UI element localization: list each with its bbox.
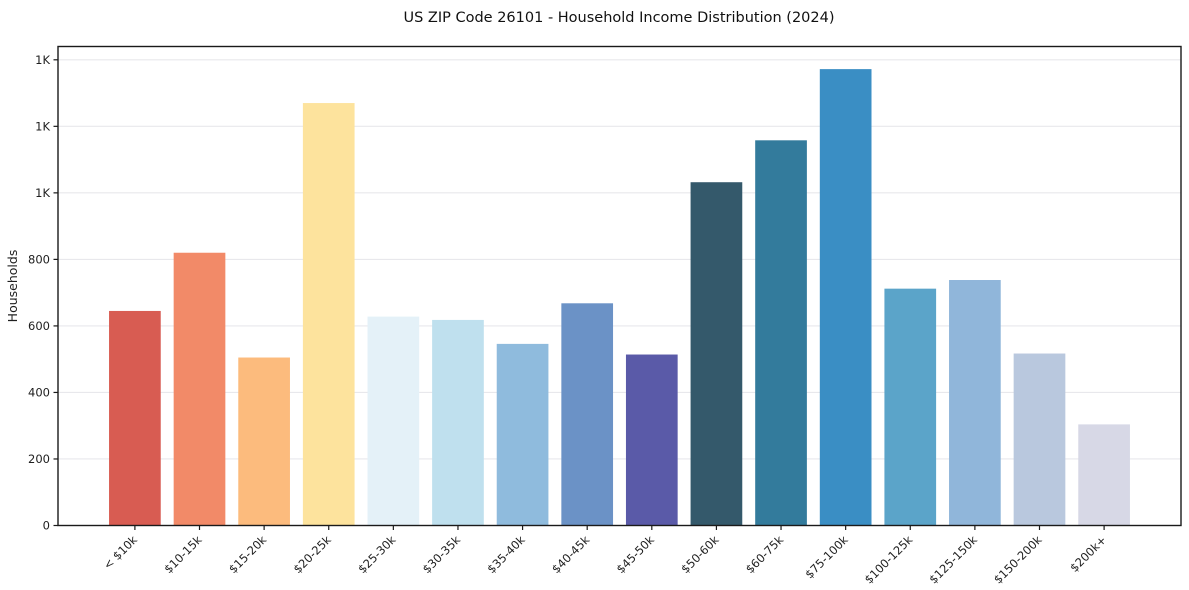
bar bbox=[755, 140, 807, 526]
bar bbox=[949, 280, 1001, 526]
x-tick-label: $20-25k bbox=[290, 532, 334, 576]
x-tick-label: $10-15k bbox=[161, 532, 205, 576]
x-tick-label: $45-50k bbox=[614, 532, 658, 576]
x-tick-label: $40-45k bbox=[549, 532, 593, 576]
bar bbox=[367, 316, 420, 526]
bar bbox=[302, 103, 355, 526]
x-tick-label: $60-75k bbox=[743, 532, 787, 576]
y-tick-label: 1K bbox=[35, 53, 50, 67]
bar bbox=[109, 310, 161, 526]
x-tick-label: $30-35k bbox=[420, 532, 464, 576]
bar bbox=[432, 319, 484, 526]
bar bbox=[173, 252, 226, 526]
x-tick-label: < $10k bbox=[100, 532, 140, 572]
bar bbox=[238, 357, 290, 526]
y-tick-label: 200 bbox=[28, 452, 50, 466]
bar bbox=[625, 354, 678, 526]
chart-title: US ZIP Code 26101 - Household Income Dis… bbox=[403, 10, 834, 26]
x-tick-label: $100-125k bbox=[862, 532, 916, 586]
x-tick-label: $150-200k bbox=[991, 532, 1045, 586]
plot-layer: 0 200 400 600 800 1K 1K 1K < $10k $10-15k $15-20k $… bbox=[28, 45, 1182, 586]
y-tick-label: 400 bbox=[28, 385, 50, 399]
y-tick-label: 0 bbox=[43, 519, 50, 533]
bar bbox=[1078, 424, 1130, 526]
y-tick-label: 600 bbox=[28, 319, 50, 333]
x-tick-label: $25-30k bbox=[355, 532, 399, 576]
bar bbox=[496, 343, 549, 526]
bar bbox=[1013, 353, 1066, 526]
x-tick-label: $75-100k bbox=[802, 532, 851, 581]
x-tick-label: $15-20k bbox=[226, 532, 270, 576]
bar bbox=[690, 182, 743, 526]
y-tick-label: 1K bbox=[35, 119, 50, 133]
bar bbox=[884, 288, 937, 526]
axes-spines bbox=[57, 45, 1182, 527]
x-tick-label: $35-40k bbox=[484, 532, 528, 576]
y-axis-label: Households bbox=[5, 250, 20, 323]
x-tick-label: $125-150k bbox=[926, 532, 980, 586]
x-tick-label: $200k+ bbox=[1067, 533, 1109, 575]
bar bbox=[561, 303, 614, 526]
y-tick-label: 800 bbox=[28, 252, 50, 266]
plot-area bbox=[58, 46, 1181, 526]
bar bbox=[819, 69, 872, 526]
y-tick-label: 1K bbox=[35, 186, 50, 200]
x-tick-label: $50-60k bbox=[678, 532, 722, 576]
